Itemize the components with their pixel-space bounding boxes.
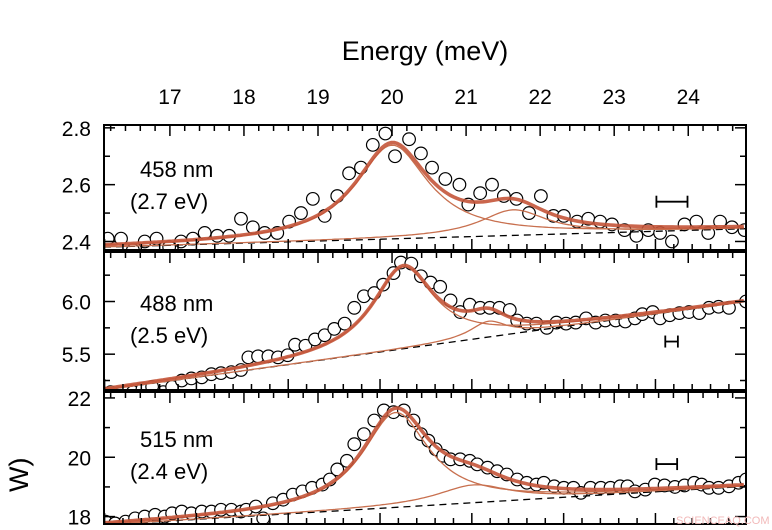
panel-content: [104, 126, 746, 250]
data-point: [378, 126, 393, 141]
x-tick-labels: 17 18 19 20 21 22 23 24: [158, 86, 700, 109]
data-point: [337, 316, 352, 331]
panel-content: [104, 255, 746, 390]
y-tick-label: 22: [68, 388, 91, 411]
panel-energy-label: (2.7 eV): [130, 189, 208, 214]
fit-total: [104, 406, 744, 524]
data-point: [433, 279, 448, 294]
panel-wavelength-label: 488 nm: [140, 291, 213, 316]
x-tick-label: 18: [232, 86, 255, 109]
data-point: [347, 437, 362, 452]
data-point: [347, 300, 362, 315]
data-point: [305, 191, 320, 206]
watermark: SCIENCEAQ.COM: [676, 515, 770, 527]
y-tick-label: 6.0: [62, 292, 91, 315]
panel-frame: [103, 124, 747, 251]
resolution-bar: [655, 195, 689, 208]
resolution-bar: [664, 335, 679, 348]
data-point: [739, 472, 746, 487]
data-point: [402, 132, 416, 147]
resolution-bar: [655, 458, 679, 471]
fit-total: [104, 140, 744, 247]
x-tick-label: 23: [603, 86, 626, 109]
y-tick-label: 20: [68, 447, 91, 470]
data-point: [485, 177, 499, 192]
data-point: [425, 160, 439, 175]
data-point: [317, 328, 332, 343]
panel-energy-label: (2.4 eV): [130, 459, 208, 484]
data-point: [234, 211, 248, 226]
panel-3: 18 20 22 515 nm (2.4 eV): [68, 388, 747, 530]
data-point: [452, 177, 467, 192]
panels: 2.4 2.6 2.8 458 nm (2.7 eV) 5.5 6.0 488 nm (2.5 …: [62, 118, 747, 530]
y-tick-label: 18: [68, 507, 91, 530]
panel-wavelength-label: 458 nm: [140, 157, 213, 182]
data-point: [330, 462, 345, 477]
y-tick-label: 2.6: [62, 175, 91, 198]
data-point: [414, 146, 428, 161]
data-point: [388, 149, 402, 164]
x-tick-label: 24: [677, 86, 701, 109]
x-axis-title: Energy (meV): [342, 36, 509, 66]
y-tick-label: 2.4: [62, 231, 92, 254]
x-tick-label: 21: [454, 86, 477, 109]
data-point: [665, 234, 679, 249]
fit-component-2: [104, 209, 744, 248]
data-point: [473, 186, 488, 201]
fit-component-2: [104, 484, 744, 524]
panel-frame: [103, 391, 747, 525]
x-tick-label: 17: [158, 86, 181, 109]
panel-wavelength-label: 515 nm: [140, 427, 213, 452]
fit-total: [104, 263, 745, 390]
x-tick-label: 20: [380, 86, 403, 109]
panel-frame: [103, 251, 747, 391]
x-tick-label: 22: [528, 86, 551, 109]
data-point: [357, 427, 371, 442]
data-point: [438, 172, 453, 186]
y-tick-label: 5.5: [62, 344, 91, 367]
y-tick-label: 2.8: [62, 118, 91, 141]
data-point: [342, 166, 357, 181]
x-tick-label: 19: [306, 86, 329, 109]
panel-content: [104, 403, 746, 524]
panel-energy-label: (2.5 eV): [130, 323, 208, 348]
data-point: [294, 206, 308, 220]
panel-1: 2.4 2.6 2.8 458 nm (2.7 eV): [62, 118, 747, 254]
data-point: [533, 189, 548, 203]
fit-component-2: [104, 301, 744, 390]
panel-2: 5.5 6.0 488 nm (2.5 eV): [62, 251, 747, 391]
y-axis-title-partial: W): [4, 458, 34, 492]
data-point: [365, 137, 380, 152]
